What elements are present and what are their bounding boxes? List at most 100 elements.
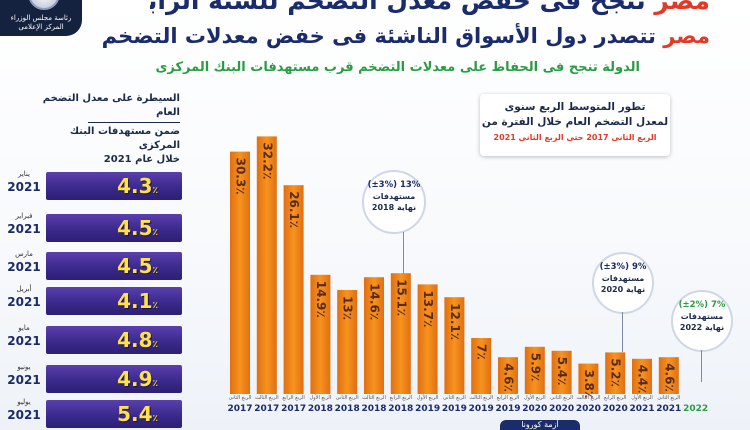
month-bar: 4.5٪: [46, 252, 182, 280]
month-label: مايو: [18, 324, 30, 332]
target-2018-label: مستهدفات: [372, 192, 416, 201]
month-value-unit: ٪: [152, 186, 159, 196]
month-row-june: يونيو 2021 4.9٪: [6, 363, 190, 393]
bar-7: [417, 284, 438, 394]
bar-label-7: 13.7٪: [421, 290, 435, 327]
chart-title-card: تطور المتوسط الربع سنوى لمعدل التضخم الع…: [480, 94, 670, 156]
month-value-number: 5.4: [117, 402, 153, 426]
x-quarter-label-15: الربع الأول: [631, 394, 653, 401]
target-2018-circle: [362, 170, 426, 234]
month-value-number: 4.5: [117, 254, 153, 278]
month-label: أبريل: [16, 285, 32, 293]
x-year-label-5: 2018: [361, 404, 386, 414]
covid-badge: أزمة كورونا: [500, 420, 580, 430]
x-quarter-label-1: الربع الثالث: [255, 395, 279, 401]
target-2020-pointer: [622, 312, 623, 352]
x-year-label-1: 2017: [254, 404, 279, 414]
month-value-number: 4.1: [117, 289, 153, 313]
x-quarter-label-5: الربع الثالث: [362, 395, 386, 401]
logo-line-1: رئاسة مجلس الوزراء: [10, 14, 72, 22]
x-year-label-12: 2020: [549, 404, 574, 414]
x-quarter-label-0: الربع الثانى: [229, 395, 252, 401]
month-row-march: مارس 2021 4.5٪: [6, 250, 190, 280]
subheadline-accent: مصر: [663, 24, 710, 48]
bar-label-14: 5.2٪: [609, 358, 623, 387]
x-quarter-label-7: الربع الأول: [417, 394, 439, 401]
month-bar: 4.8٪: [46, 326, 182, 354]
left-panel-caption: السيطرة على معدل التضخم العام ضمن مستهدف…: [40, 92, 180, 167]
month-value: 4.5٪: [117, 216, 158, 240]
bar-1: [256, 136, 277, 394]
x-quarter-label-11: الربع الأول: [524, 394, 546, 401]
bar-label-16: 4.6٪: [662, 363, 676, 392]
left-caption-line-1: السيطرة على معدل التضخم العام: [42, 93, 180, 118]
month-value-unit: ٪: [152, 228, 159, 238]
x-quarter-label-14: الربع الرابع: [604, 395, 626, 401]
month-bar: 4.1٪: [46, 287, 182, 315]
target-2022-pointer: [701, 350, 702, 382]
chart-title-line-2: لمعدل التضخم العام خلال الفترة من: [481, 116, 669, 128]
left-caption-line-3: خلال عام 2021: [103, 154, 180, 165]
target-2022-pct: 7% (±2%): [678, 300, 726, 310]
bar-label-2: 26.1٪: [287, 191, 301, 228]
target-2020-circle: [592, 252, 654, 314]
target-2020-period: نهاية 2020: [600, 285, 646, 294]
bar-11: [524, 346, 545, 394]
bar-3: [310, 274, 331, 394]
x-quarter-label-6: الربع الرابع: [390, 395, 412, 401]
logo-text: رئاسة مجلس الوزراء المركز الإعلامى: [0, 14, 82, 32]
x-quarter-label-3: الربع الأول: [310, 394, 332, 401]
eagle-emblem-icon: [28, 0, 60, 10]
target-2018-period: نهاية 2018: [371, 203, 417, 212]
bar-6: [390, 273, 411, 394]
month-value: 4.5٪: [117, 254, 158, 278]
x-year-label-11: 2020: [522, 404, 547, 414]
bar-13: [578, 363, 599, 394]
left-caption-line-2: ضمن مستهدفات البنك المركزى: [69, 126, 180, 151]
bar-label-12: 5.4٪: [555, 357, 569, 386]
x-year-label-10: 2019: [495, 404, 520, 414]
x-quarter-label-10: الربع الرابع: [497, 395, 519, 401]
x-quarter-label-8: الربع الثانى: [443, 395, 466, 401]
month-year: 2021: [7, 222, 41, 236]
month-value-unit: ٪: [152, 266, 159, 276]
month-bar: 4.5٪: [46, 214, 182, 242]
x-quarter-label-13: الربع الثالث: [577, 395, 601, 401]
bar-15: [632, 358, 652, 394]
x-year-label-8: 2019: [442, 404, 467, 414]
target-2018-pct: 13% (±3%): [367, 180, 421, 190]
month-value-number: 4.5: [117, 216, 153, 240]
month-row-january: يناير 2021 4.3٪: [6, 170, 190, 200]
month-label: يونيو: [17, 363, 31, 371]
month-bar: 5.4٪: [46, 400, 182, 428]
target-2022-period: نهاية 2022: [679, 323, 725, 332]
bar-9: [471, 338, 492, 394]
month-label: فبراير: [15, 212, 33, 220]
bar-5: [364, 277, 384, 394]
bar-10: [498, 357, 518, 394]
month-year: 2021: [7, 260, 41, 274]
bar-4: [337, 290, 358, 394]
x-year-label-4: 2018: [335, 404, 360, 414]
month-label: يوليو: [17, 398, 31, 406]
x-year-label-2: 2017: [281, 404, 306, 414]
bar-label-9: 7٪: [475, 344, 489, 360]
x-year-label-7: 2019: [415, 404, 440, 414]
x-year-label-9: 2019: [469, 404, 494, 414]
month-bar: 4.3٪: [46, 172, 182, 200]
headline: مصر تنجح فى خفض معدل التضخم للسنة الرابع…: [150, 0, 710, 16]
x-quarter-label-4: الربع الثانى: [336, 395, 359, 401]
logo-line-2: المركز الإعلامى: [18, 23, 64, 31]
caption-divider: [88, 122, 180, 123]
month-row-february: فبراير 2021 4.5٪: [6, 212, 190, 242]
month-value: 4.3٪: [117, 174, 158, 198]
bar-0: [230, 151, 250, 394]
month-label: مارس: [15, 250, 33, 258]
month-row-april: أبريل 2021 4.1٪: [6, 285, 190, 315]
month-bar: 4.9٪: [46, 365, 182, 393]
x-quarter-label-2: الربع الرابع: [282, 395, 304, 401]
bar-8: [444, 297, 465, 394]
target-2018: 13% (±3%) مستهدفات نهاية 2018: [365, 180, 423, 213]
chart-title-line-1: تطور المتوسط الربع سنوى: [504, 101, 646, 113]
